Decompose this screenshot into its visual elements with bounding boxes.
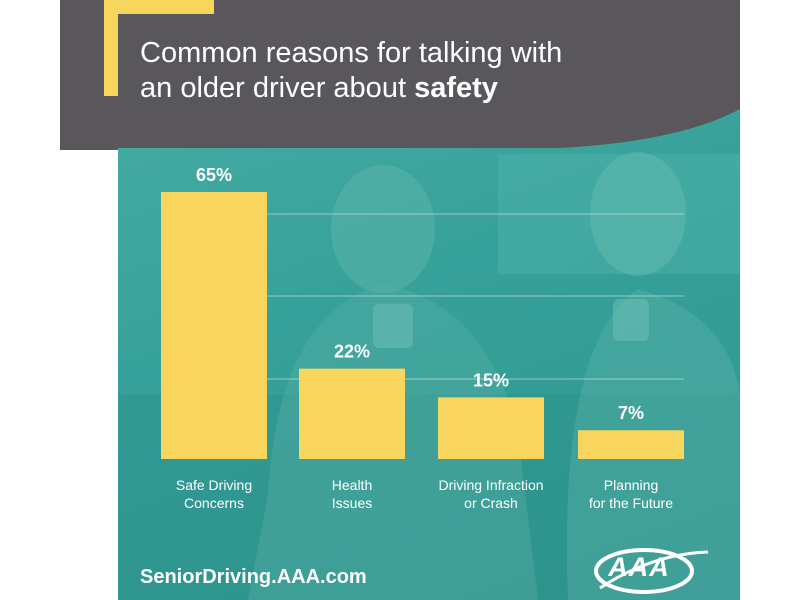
bar-4 (578, 430, 684, 459)
bar-chart: 65% Safe Driving Concerns 22% Health Issues 15… (161, 165, 684, 511)
header-band (118, 14, 740, 148)
bar-1 (161, 192, 267, 459)
category-label-2: Health Issues (332, 477, 372, 511)
category-label-3: Driving Infraction or Crash (438, 477, 543, 511)
website-url[interactable]: SeniorDriving.AAA.com (140, 566, 367, 588)
bar-3 (438, 397, 544, 459)
title-emphasis: safety (414, 72, 498, 104)
category-label-4: Planning for the Future (589, 477, 673, 511)
value-label-2: 22% (334, 342, 370, 362)
chart-title: Common reasons for talking with an older… (140, 36, 720, 106)
title-line-1: Common reasons for talking with (140, 37, 563, 69)
value-label-1: 65% (196, 165, 232, 185)
infographic-card: Common reasons for talking with an older… (118, 14, 740, 600)
value-label-3: 15% (473, 370, 509, 390)
aaa-logo: AAA (592, 544, 712, 600)
value-label-4: 7% (618, 403, 644, 423)
bar-2 (299, 368, 405, 459)
aaa-logo-swoosh-icon (594, 548, 709, 594)
aaa-logo-text: AAA (608, 552, 670, 582)
title-line-2: an older driver about (140, 72, 415, 104)
category-label-1: Safe Driving Concerns (176, 477, 252, 511)
